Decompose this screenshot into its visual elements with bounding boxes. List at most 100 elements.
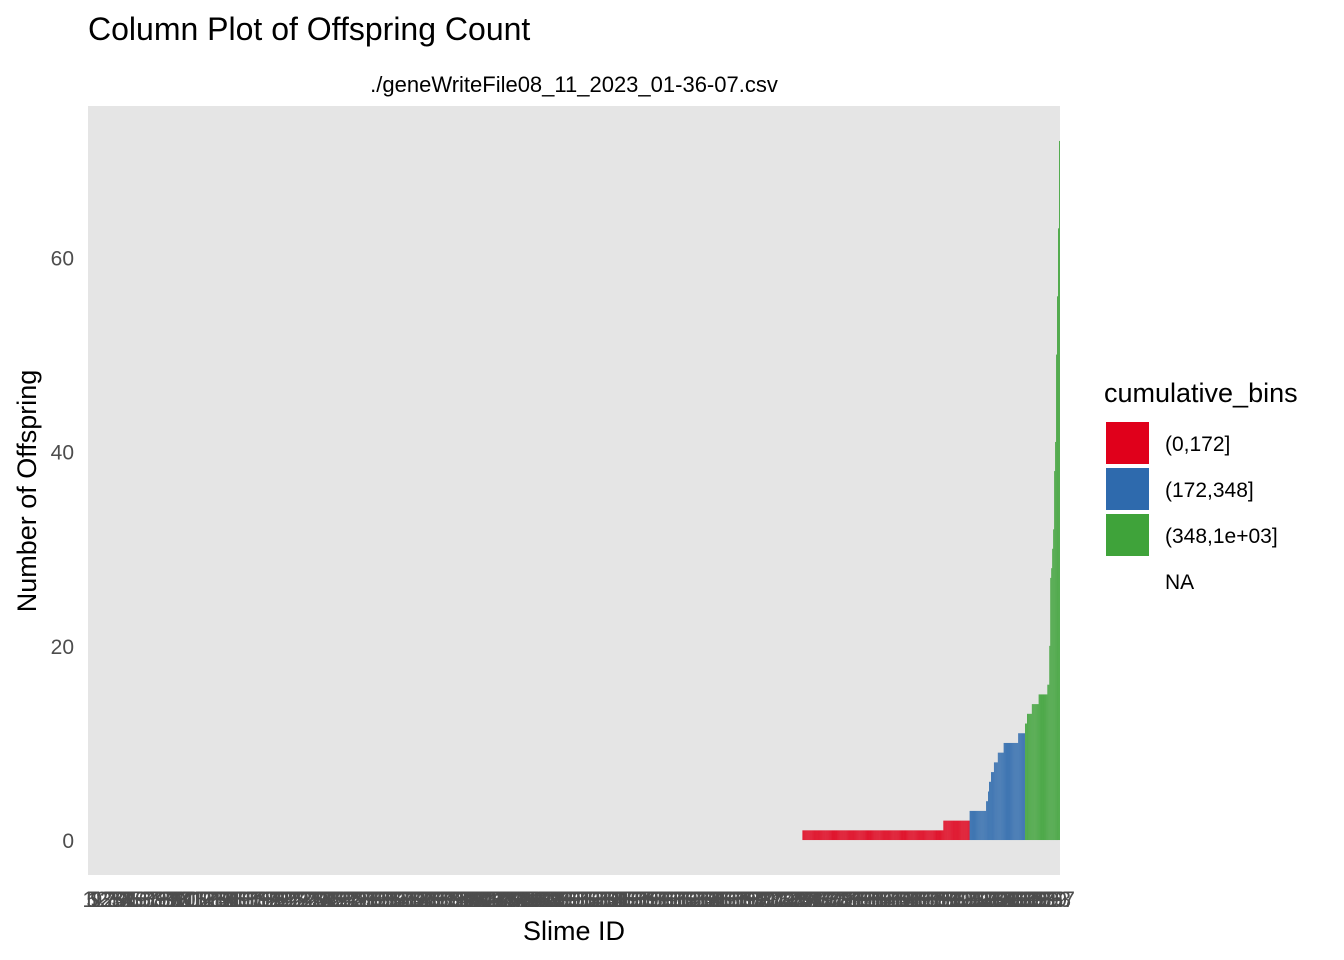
bar [1032,704,1034,841]
x-tick-label: 465 [521,887,558,912]
x-tick-label: 241 [303,887,340,912]
bar [1012,742,1014,841]
bar [982,810,984,841]
bar [839,830,841,841]
x-tick-label: 937 [980,887,1017,912]
x-tick-label: 429 [486,887,523,912]
bar [980,810,982,841]
bar [1005,742,1007,841]
x-tick-label: 349 [408,887,445,912]
bar [958,820,960,841]
bar [1003,742,1005,841]
bar [860,830,862,841]
bar [820,830,822,841]
bar [964,820,966,841]
bar [845,830,847,841]
x-tick-label: 569 [622,887,659,912]
bar [856,830,858,841]
bar [927,830,929,841]
bar [822,830,824,841]
x-tick-label: 389 [447,887,484,912]
bar [888,830,890,841]
bar [954,820,955,841]
x-tick-label: 521 [576,887,613,912]
bar [1043,694,1045,841]
bar [877,830,879,841]
bar [929,830,931,841]
bar [849,830,850,841]
x-tick-label: 789 [836,887,873,912]
x-tick-label: 297 [358,887,395,912]
x-tick-label: 817 [863,887,900,912]
x-tick-label: 561 [614,887,651,912]
bar [997,752,999,841]
x-tick-label: 953 [995,887,1032,912]
bar [895,830,897,841]
bar [802,830,804,841]
x-tick-label: 885 [929,887,966,912]
bar [1015,742,1017,841]
bar [862,830,864,841]
x-tick-label: 573 [626,887,663,912]
plot-panel [88,106,1060,875]
x-tick-label: 493 [548,887,585,912]
bar [809,830,811,841]
x-tick-label: 545 [599,887,636,912]
x-tick-label: 317 [377,887,414,912]
chart-subtitle: ./geneWriteFile08_11_2023_01-36-07.csv [370,72,778,97]
bar [937,830,939,841]
bar [921,830,922,841]
bar [1027,713,1029,841]
x-tick-label: 401 [459,887,496,912]
bar [825,830,827,841]
bar [1035,704,1037,841]
bar [1013,742,1015,841]
bar [1000,752,1002,841]
bar [952,820,954,841]
bar [999,752,1001,841]
bar [913,830,915,841]
bar [838,830,840,841]
x-tick-label: 373 [432,887,469,912]
bar [962,820,964,841]
x-tick-label: 405 [463,887,500,912]
x-tick-label: 837 [883,887,920,912]
x-axis-title: Slime ID [523,916,625,946]
x-tick-label: 721 [770,887,807,912]
bar [861,830,863,841]
x-tick-label: 441 [498,887,535,912]
x-tick-label: 745 [793,887,830,912]
x-tick-label: 409 [467,887,504,912]
x-tick-label: 689 [739,887,776,912]
x-tick-label: 553 [607,887,644,912]
bar [976,810,978,841]
x-tick-label: 25 [100,887,124,912]
x-tick-label: 921 [964,887,1001,912]
x-tick-label: 741 [789,887,826,912]
x-tick-label: 765 [813,887,850,912]
chart-title: Column Plot of Offspring Count [88,11,530,47]
x-tick-label: 505 [560,887,597,912]
x-tick-label: 621 [673,887,710,912]
x-tick-label: 701 [751,887,788,912]
bar [832,830,834,841]
bar [984,810,986,841]
bar [992,772,994,841]
x-tick-label: 861 [906,887,943,912]
bar [955,820,956,841]
x-tick-label: 557 [611,887,648,912]
bar [917,830,919,841]
x-tick-label: 225 [288,887,325,912]
bar [870,830,872,841]
bar [991,772,992,841]
bar [993,762,995,841]
bar [850,830,851,841]
bar [836,830,838,841]
bar [934,830,936,841]
bar [846,830,848,841]
bar [828,830,830,841]
x-tick-label: 305 [366,887,403,912]
x-tick-label: 237 [300,887,337,912]
bar [950,820,952,841]
bar [960,820,962,841]
